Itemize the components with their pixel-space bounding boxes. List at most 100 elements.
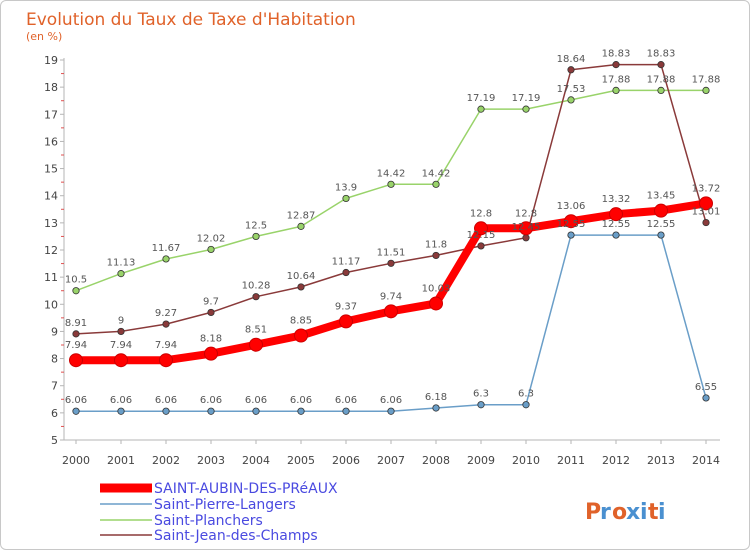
y-tick-label: 9 (51, 325, 58, 338)
y-tick-label: 17 (44, 108, 58, 121)
data-point (72, 407, 80, 415)
data-label: 11.8 (425, 239, 447, 250)
data-point (567, 231, 575, 239)
data-label: 8.85 (290, 316, 312, 327)
data-label: 10.28 (242, 281, 271, 292)
data-label: 8.18 (200, 334, 222, 345)
data-point (657, 231, 665, 239)
data-point (477, 105, 485, 113)
y-tick-label: 6 (51, 407, 58, 420)
data-label: 17.88 (692, 74, 721, 85)
logo-letter: P (585, 500, 601, 525)
data-label: 17.19 (467, 93, 496, 104)
y-tick-label: 18 (44, 81, 58, 94)
legend: SAINT-AUBIN-DES-PRéAUXSaint-Pierre-Lange… (100, 481, 338, 544)
data-point (474, 221, 488, 236)
y-tick-label: 10 (44, 298, 58, 311)
data-point (297, 283, 305, 291)
data-label: 6.06 (380, 395, 402, 406)
y-tick-label: 12 (44, 244, 58, 257)
data-point (72, 287, 80, 295)
data-point (567, 96, 575, 104)
data-point (252, 293, 260, 301)
data-point (159, 353, 173, 368)
data-point (612, 86, 620, 95)
y-tick-label: 19 (44, 54, 58, 67)
legend-item: Saint-Pierre-Langers (100, 497, 296, 513)
legend-label: Saint-Pierre-Langers (154, 497, 296, 513)
data-label: 6.06 (110, 395, 132, 406)
data-point (522, 105, 530, 113)
x-tick-label: 2005 (287, 454, 315, 467)
data-label: 9.37 (335, 301, 357, 312)
data-label: 10.64 (287, 271, 316, 282)
data-point (387, 180, 395, 188)
data-label: 10.03 (422, 283, 451, 294)
data-label: 11.67 (152, 243, 181, 254)
data-label: 17.53 (557, 84, 586, 95)
data-label: 6.3 (518, 389, 534, 400)
data-point (252, 232, 260, 241)
x-tick-label: 2007 (377, 454, 405, 467)
data-point (522, 234, 530, 242)
data-label: 11.13 (107, 258, 136, 269)
x-tick-label: 2011 (557, 454, 585, 467)
data-point (162, 255, 170, 263)
data-point (297, 407, 305, 415)
data-label: 7.94 (65, 340, 87, 351)
data-point (294, 328, 308, 343)
data-label: 6.06 (290, 395, 312, 406)
x-tick-label: 2008 (422, 454, 450, 467)
data-point (477, 242, 485, 250)
data-label: 11.51 (377, 247, 406, 258)
legend-item: Saint-Planchers (100, 513, 263, 529)
data-label: 12.55 (647, 219, 676, 230)
data-label: 14.42 (377, 168, 406, 179)
data-point (702, 86, 710, 95)
data-label: 12.15 (467, 230, 496, 241)
legend-item: SAINT-AUBIN-DES-PRéAUX (100, 481, 338, 497)
data-point (162, 407, 170, 415)
logo-letter: x (626, 500, 640, 525)
data-point (612, 61, 620, 69)
data-label: 18.83 (602, 49, 631, 60)
logo-letter: t (648, 500, 659, 525)
data-point (384, 304, 398, 319)
data-point (564, 214, 578, 229)
data-label: 18.83 (647, 49, 676, 60)
y-tick-label: 7 (51, 380, 58, 393)
series-1 (72, 231, 710, 415)
data-point (72, 330, 80, 338)
data-point (249, 337, 263, 352)
chart-unit-label: (en %) (26, 30, 62, 43)
data-label: 11.17 (332, 257, 361, 268)
data-label: 8.51 (245, 325, 267, 336)
x-tick-label: 2013 (647, 454, 675, 467)
data-point (654, 203, 668, 218)
x-tick-label: 2009 (467, 454, 495, 467)
data-label: 6.06 (65, 395, 87, 406)
data-label: 17.88 (647, 74, 676, 85)
data-point (702, 394, 710, 402)
y-tick-label: 14 (44, 190, 58, 203)
data-point (702, 218, 710, 227)
data-label: 17.88 (602, 74, 631, 85)
x-tick-label: 2000 (62, 454, 90, 467)
data-label: 6.06 (245, 395, 267, 406)
data-label: 9 (118, 315, 124, 326)
data-point (519, 221, 533, 236)
data-point (297, 222, 305, 230)
data-point (657, 86, 665, 95)
x-tick-label: 2001 (107, 454, 135, 467)
data-label: 12.55 (557, 219, 586, 230)
data-label: 13.45 (647, 191, 676, 202)
series-2 (72, 86, 710, 295)
data-point (657, 61, 665, 69)
data-point (432, 251, 440, 260)
data-label: 13.72 (692, 183, 721, 194)
data-label: 6.55 (695, 382, 717, 393)
data-point (567, 66, 575, 74)
data-point (339, 314, 353, 329)
data-point (432, 404, 440, 412)
